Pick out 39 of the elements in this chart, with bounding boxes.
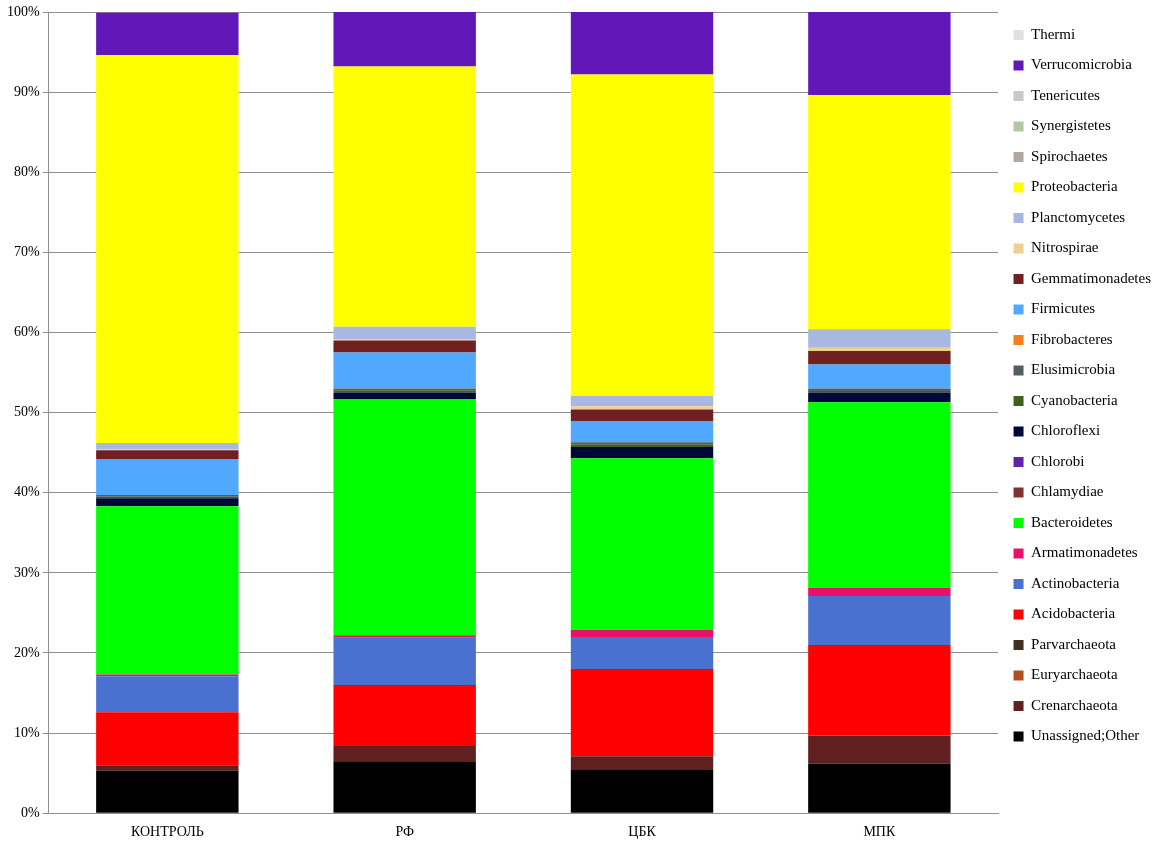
y-tick-label: 30%	[13, 564, 40, 580]
y-tick-label: 40%	[13, 484, 40, 500]
legend-label: Thermi	[1031, 25, 1076, 42]
legend-label: Armatimonadetes	[1031, 544, 1138, 561]
x-tick-label: КОНТРОЛЬ	[131, 824, 204, 840]
legend-label: Euryarchaeota	[1031, 666, 1118, 683]
legend-label: Planctomycetes	[1031, 208, 1126, 225]
legend-label: Chlorobi	[1031, 452, 1085, 469]
legend-label: Verrucomicrobia	[1031, 56, 1133, 73]
legend-label: Proteobacteria	[1031, 178, 1118, 195]
y-tick-label: 10%	[13, 724, 40, 740]
legend-label: Gemmatimonadetes	[1031, 269, 1152, 286]
legend-label: Crenarchaeota	[1031, 696, 1118, 713]
legend-label: Synergistetes	[1031, 117, 1111, 134]
legend-label: Spirochaetes	[1031, 147, 1108, 164]
x-tick-label: МПК	[863, 824, 896, 840]
y-tick-label: 100%	[6, 3, 40, 19]
legend-label: Tenericutes	[1031, 86, 1101, 103]
y-tick-label: 80%	[13, 163, 40, 179]
legend-label: Chloroflexi	[1031, 422, 1101, 439]
legend-label: Elusimicrobia	[1031, 361, 1116, 378]
y-tick-label: 90%	[13, 83, 40, 99]
x-tick-label: РФ	[395, 824, 414, 840]
legend-label: Fibrobacteres	[1031, 330, 1113, 347]
x-tick-label: ЦБК	[628, 824, 657, 840]
y-tick-label: 70%	[13, 244, 40, 260]
legend-label: Acidobacteria	[1031, 605, 1116, 622]
legend-label: Cyanobacteria	[1031, 391, 1118, 408]
y-tick-label: 60%	[13, 324, 40, 340]
legend-label: Firmicutes	[1031, 300, 1096, 317]
legend-label: Unassigned;Other	[1031, 727, 1140, 744]
y-tick-label: 50%	[13, 404, 40, 420]
legend-label: Nitrospirae	[1031, 239, 1099, 256]
y-tick-label: 0%	[20, 804, 40, 820]
legend-label: Bacteroidetes	[1031, 513, 1113, 530]
legend-label: Chlamydiae	[1031, 483, 1104, 500]
legend-label: Actinobacteria	[1031, 574, 1120, 591]
legend-label: Parvarchaeota	[1031, 635, 1117, 652]
y-tick-label: 20%	[13, 644, 40, 660]
